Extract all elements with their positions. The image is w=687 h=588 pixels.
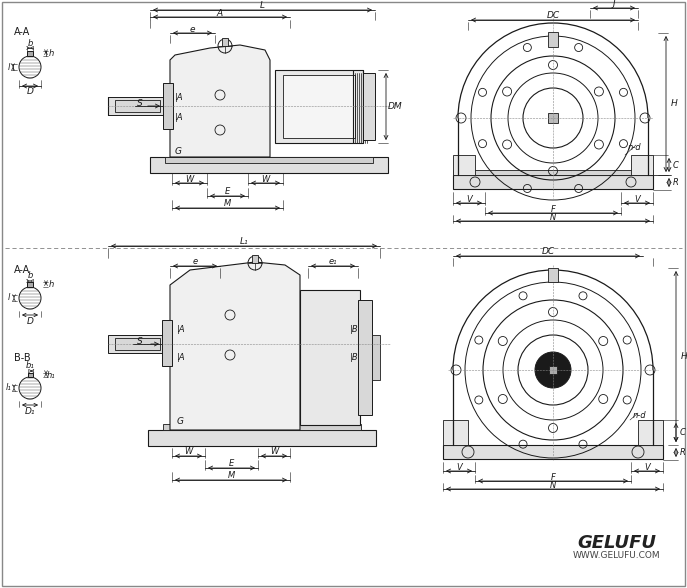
Text: V: V bbox=[466, 195, 472, 203]
Bar bbox=[453, 175, 653, 189]
Text: l: l bbox=[8, 62, 10, 72]
Text: M: M bbox=[224, 199, 231, 209]
Text: A: A bbox=[217, 8, 223, 18]
Text: e: e bbox=[192, 258, 198, 266]
Text: e₁: e₁ bbox=[329, 258, 337, 266]
Text: l: l bbox=[8, 293, 10, 302]
Text: C: C bbox=[680, 428, 686, 437]
Bar bbox=[115, 338, 160, 350]
Text: H: H bbox=[671, 99, 677, 109]
Text: C: C bbox=[673, 161, 679, 169]
Text: l₁: l₁ bbox=[6, 383, 12, 393]
Text: DM: DM bbox=[387, 102, 403, 111]
Bar bbox=[363, 73, 375, 140]
Text: e: e bbox=[190, 25, 195, 34]
Bar bbox=[453, 170, 653, 175]
Text: F: F bbox=[550, 473, 555, 482]
Text: n-d: n-d bbox=[633, 410, 647, 419]
Text: n-d: n-d bbox=[628, 143, 642, 152]
Text: R: R bbox=[673, 178, 679, 187]
Text: |B: |B bbox=[350, 353, 359, 362]
Text: H: H bbox=[681, 352, 687, 361]
Bar bbox=[165, 157, 373, 163]
Bar bbox=[372, 335, 380, 380]
Text: D₁: D₁ bbox=[25, 406, 35, 416]
Text: W: W bbox=[270, 447, 278, 456]
Bar bbox=[27, 373, 32, 377]
Text: W: W bbox=[184, 447, 192, 456]
Text: |B: |B bbox=[350, 326, 359, 335]
Text: V: V bbox=[644, 463, 650, 472]
Text: L₁: L₁ bbox=[240, 238, 248, 246]
Text: D: D bbox=[27, 316, 34, 326]
Text: E: E bbox=[225, 188, 230, 196]
Bar bbox=[150, 157, 388, 173]
Text: W: W bbox=[185, 175, 194, 183]
Text: h: h bbox=[48, 280, 54, 289]
Text: N: N bbox=[550, 212, 556, 222]
Text: DC: DC bbox=[546, 12, 560, 21]
Text: V: V bbox=[634, 195, 640, 203]
Text: N: N bbox=[550, 480, 556, 489]
Text: |A: |A bbox=[175, 93, 183, 102]
Bar bbox=[162, 320, 172, 366]
Bar bbox=[283, 75, 355, 138]
Polygon shape bbox=[443, 420, 468, 445]
Text: |A: |A bbox=[177, 326, 185, 335]
Bar bbox=[252, 255, 258, 263]
Bar bbox=[300, 290, 360, 425]
Text: b: b bbox=[27, 272, 33, 280]
Text: R: R bbox=[680, 448, 686, 457]
Text: J: J bbox=[613, 0, 616, 8]
Bar bbox=[108, 335, 170, 353]
Polygon shape bbox=[453, 155, 475, 175]
Text: E: E bbox=[229, 459, 234, 469]
Text: h: h bbox=[48, 49, 54, 58]
Text: S: S bbox=[137, 99, 143, 108]
Bar bbox=[27, 282, 33, 287]
Bar bbox=[27, 51, 33, 56]
Text: S: S bbox=[137, 336, 143, 346]
Text: V: V bbox=[456, 463, 462, 472]
Bar bbox=[548, 268, 558, 282]
Text: A-A: A-A bbox=[14, 27, 30, 37]
Polygon shape bbox=[170, 262, 300, 430]
Bar bbox=[275, 70, 363, 143]
Text: F: F bbox=[550, 205, 555, 213]
Text: A-A: A-A bbox=[14, 265, 30, 275]
Text: W: W bbox=[261, 175, 269, 183]
Text: h₁: h₁ bbox=[47, 370, 56, 379]
Polygon shape bbox=[638, 420, 663, 445]
Bar bbox=[108, 97, 170, 115]
Text: DC: DC bbox=[541, 248, 554, 256]
Text: L: L bbox=[260, 2, 265, 11]
Text: |A: |A bbox=[177, 353, 185, 362]
Polygon shape bbox=[631, 155, 653, 175]
Text: G: G bbox=[177, 417, 183, 426]
Text: |A: |A bbox=[175, 112, 183, 122]
Bar bbox=[549, 366, 557, 374]
Bar bbox=[222, 38, 228, 46]
Bar bbox=[548, 113, 558, 123]
Bar bbox=[163, 83, 173, 129]
Circle shape bbox=[535, 352, 571, 388]
Bar bbox=[548, 32, 558, 47]
Text: WWW.GELUFU.COM: WWW.GELUFU.COM bbox=[573, 552, 661, 560]
Text: M: M bbox=[227, 472, 235, 480]
Text: b: b bbox=[27, 38, 33, 48]
Bar bbox=[443, 445, 663, 459]
Text: GELUFU: GELUFU bbox=[578, 534, 657, 552]
Bar bbox=[148, 430, 376, 446]
Text: b₁: b₁ bbox=[25, 362, 34, 370]
Text: G: G bbox=[174, 148, 181, 156]
Bar bbox=[163, 424, 361, 430]
Bar bbox=[115, 100, 160, 112]
Polygon shape bbox=[170, 45, 270, 157]
Bar bbox=[358, 300, 372, 415]
Text: D: D bbox=[27, 88, 34, 96]
Text: B-B: B-B bbox=[14, 353, 30, 363]
